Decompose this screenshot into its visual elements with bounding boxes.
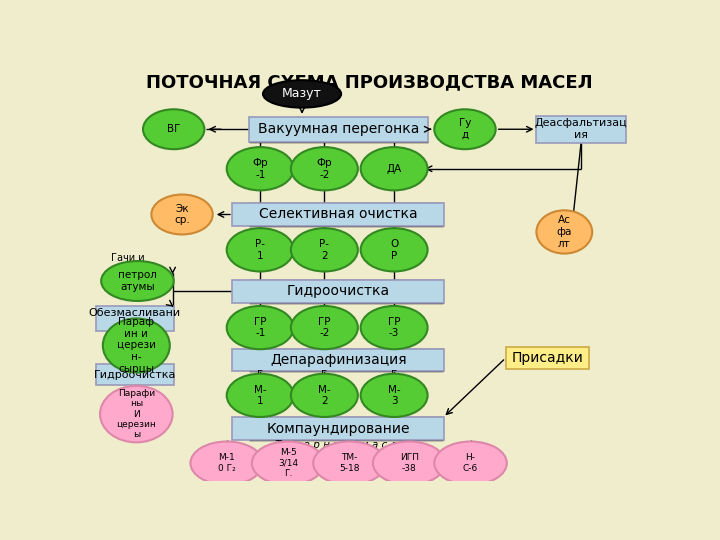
Text: Присадки: Присадки <box>512 351 583 365</box>
Text: ГР
-3: ГР -3 <box>388 317 400 339</box>
Text: М-1
0 Г₂: М-1 0 Г₂ <box>218 454 235 473</box>
Text: Параф
ин и
церези
н-
сырцы: Параф ин и церези н- сырцы <box>117 318 156 374</box>
Ellipse shape <box>190 442 263 485</box>
FancyBboxPatch shape <box>233 417 444 440</box>
Ellipse shape <box>361 306 428 349</box>
Text: Гу
д: Гу д <box>459 118 471 140</box>
Ellipse shape <box>361 147 428 191</box>
Text: ТМ-
5-18: ТМ- 5-18 <box>339 454 360 473</box>
Text: Ас
фа
лт: Ас фа лт <box>557 215 572 248</box>
FancyBboxPatch shape <box>96 306 174 331</box>
Ellipse shape <box>252 442 324 485</box>
Ellipse shape <box>361 228 428 272</box>
Ellipse shape <box>151 194 213 234</box>
Text: ИГП
-38: ИГП -38 <box>400 454 418 473</box>
Text: О
Р: О Р <box>390 239 398 261</box>
FancyBboxPatch shape <box>96 364 174 385</box>
Text: Б: Б <box>321 370 328 380</box>
Text: Б: Б <box>391 370 397 380</box>
Ellipse shape <box>227 147 294 191</box>
Text: М-
2: М- 2 <box>318 384 330 406</box>
Text: Р-
2: Р- 2 <box>320 239 329 261</box>
Ellipse shape <box>227 228 294 272</box>
Text: М-
1: М- 1 <box>254 384 266 406</box>
FancyBboxPatch shape <box>249 117 428 141</box>
Ellipse shape <box>263 80 341 107</box>
Ellipse shape <box>227 306 294 349</box>
Text: Фр
-2: Фр -2 <box>317 158 332 179</box>
Text: Гидроочистка: Гидроочистка <box>287 285 390 299</box>
Text: Р-
1: Р- 1 <box>255 239 265 261</box>
Text: М-
3: М- 3 <box>388 384 400 406</box>
Text: Н-
С-6: Н- С-6 <box>463 454 478 473</box>
Text: М-5
3/14
Г.: М-5 3/14 Г. <box>278 448 298 478</box>
FancyBboxPatch shape <box>505 347 590 369</box>
Text: ПОТОЧНАЯ СХЕМА ПРОИЗВОДСТВА МАСЕЛ: ПОТОЧНАЯ СХЕМА ПРОИЗВОДСТВА МАСЕЛ <box>145 73 593 91</box>
Ellipse shape <box>373 442 446 485</box>
Ellipse shape <box>361 374 428 417</box>
Ellipse shape <box>100 386 173 442</box>
Ellipse shape <box>227 374 294 417</box>
Text: Мазут: Мазут <box>282 87 322 100</box>
Ellipse shape <box>536 210 592 254</box>
Ellipse shape <box>434 442 507 485</box>
Text: Компаундирование: Компаундирование <box>266 422 410 436</box>
Ellipse shape <box>291 147 358 191</box>
Text: Вакуумная перегонка: Вакуумная перегонка <box>258 122 419 136</box>
Text: Селективная очистка: Селективная очистка <box>259 207 418 221</box>
Text: Фр
-1: Фр -1 <box>253 158 268 179</box>
Text: петрол
атумы: петрол атумы <box>118 270 157 292</box>
Ellipse shape <box>143 109 204 149</box>
Ellipse shape <box>103 319 170 373</box>
Text: ГР
-2: ГР -2 <box>318 317 330 339</box>
Ellipse shape <box>313 442 386 485</box>
Ellipse shape <box>291 374 358 417</box>
FancyBboxPatch shape <box>536 116 626 143</box>
Text: Парафи
ны
И
церезин
ы: Парафи ны И церезин ы <box>117 389 156 440</box>
FancyBboxPatch shape <box>233 203 444 226</box>
FancyBboxPatch shape <box>233 349 444 372</box>
Text: ДА: ДА <box>387 164 402 174</box>
Ellipse shape <box>434 109 495 149</box>
Text: ВГ: ВГ <box>167 124 181 134</box>
Text: Т о в а р н ы е   м а с л а: Т о в а р н ы е м а с л а <box>275 440 407 450</box>
Ellipse shape <box>291 306 358 349</box>
FancyBboxPatch shape <box>233 280 444 303</box>
Ellipse shape <box>101 261 174 301</box>
Ellipse shape <box>291 228 358 272</box>
Text: Гачи и: Гачи и <box>111 253 145 263</box>
Text: Б: Б <box>257 370 264 380</box>
Text: ГР
-1: ГР -1 <box>254 317 266 339</box>
Text: Гидроочистка: Гидроочистка <box>94 369 176 380</box>
Text: Эк
ср.: Эк ср. <box>174 204 190 225</box>
Text: Деасфальтизац
ия: Деасфальтизац ия <box>535 118 627 140</box>
Text: Депарафинизация: Депарафинизация <box>270 353 407 367</box>
Text: Обезмасливани
е: Обезмасливани е <box>89 308 181 329</box>
